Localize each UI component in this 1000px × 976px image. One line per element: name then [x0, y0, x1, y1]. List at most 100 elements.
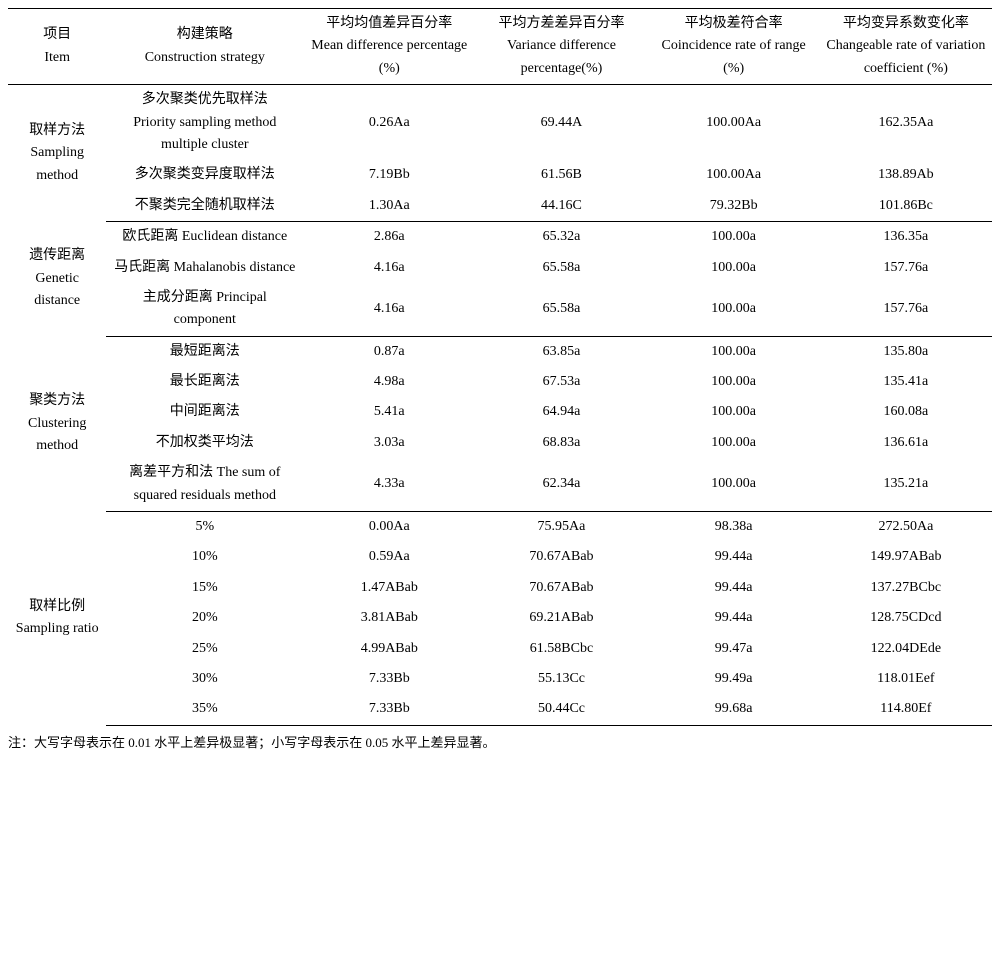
cell-mean_diff: 0.00Aa — [303, 512, 475, 543]
cell-mean_diff: 0.26Aa — [303, 85, 475, 161]
cell-item: 聚类方法Clustering method — [8, 336, 106, 511]
table-row: 30%7.33Bb55.13Cc99.49a118.01Eef — [8, 664, 992, 694]
cell-strategy: 25% — [106, 634, 303, 664]
cell-cv_change: 137.27BCbc — [820, 573, 992, 603]
cell-strategy: 多次聚类变异度取样法 — [106, 160, 303, 190]
cell-cv_change: 135.21a — [820, 458, 992, 511]
cell-cv_change: 135.41a — [820, 367, 992, 397]
cell-var_diff: 65.32a — [475, 222, 647, 253]
table-row: 15%1.47ABab70.67ABab99.44a137.27BCbc — [8, 573, 992, 603]
table-row: 遗传距离Genetic distance欧氏距离 Euclidean dista… — [8, 222, 992, 253]
cell-range_coin: 99.68a — [648, 694, 820, 725]
cell-var_diff: 65.58a — [475, 253, 647, 283]
cell-mean_diff: 1.30Aa — [303, 191, 475, 222]
cell-range_coin: 100.00a — [648, 458, 820, 511]
cell-mean_diff: 1.47ABab — [303, 573, 475, 603]
header-strategy: 构建策略Construction strategy — [106, 9, 303, 85]
table-row: 多次聚类变异度取样法7.19Bb61.56B100.00Aa138.89Ab — [8, 160, 992, 190]
cell-mean_diff: 0.87a — [303, 336, 475, 367]
cell-mean_diff: 3.03a — [303, 428, 475, 458]
cell-mean_diff: 4.33a — [303, 458, 475, 511]
cell-cv_change: 135.80a — [820, 336, 992, 367]
cell-cv_change: 149.97ABab — [820, 542, 992, 572]
cell-range_coin: 100.00Aa — [648, 160, 820, 190]
cell-range_coin: 99.44a — [648, 542, 820, 572]
table-row: 取样比例Sampling ratio5%0.00Aa75.95Aa98.38a2… — [8, 512, 992, 543]
cell-strategy: 最长距离法 — [106, 367, 303, 397]
cell-strategy: 主成分距离 Principal component — [106, 283, 303, 336]
cell-range_coin: 100.00a — [648, 397, 820, 427]
cell-mean_diff: 7.19Bb — [303, 160, 475, 190]
cell-strategy: 10% — [106, 542, 303, 572]
cell-var_diff: 61.58BCbc — [475, 634, 647, 664]
header-item: 项目Item — [8, 9, 106, 85]
cell-cv_change: 114.80Ef — [820, 694, 992, 725]
cell-var_diff: 63.85a — [475, 336, 647, 367]
cell-cv_change: 101.86Bc — [820, 191, 992, 222]
cell-range_coin: 99.47a — [648, 634, 820, 664]
cell-range_coin: 100.00a — [648, 283, 820, 336]
cell-var_diff: 64.94a — [475, 397, 647, 427]
header-cv-change: 平均变异系数变化率 Changeable rate of variation c… — [820, 9, 992, 85]
cell-mean_diff: 2.86a — [303, 222, 475, 253]
cell-range_coin: 98.38a — [648, 512, 820, 543]
cell-cv_change: 122.04DEde — [820, 634, 992, 664]
header-var-diff: 平均方差差异百分率 Variance difference percentage… — [475, 9, 647, 85]
cell-mean_diff: 4.99ABab — [303, 634, 475, 664]
cell-range_coin: 100.00a — [648, 253, 820, 283]
cell-strategy: 不聚类完全随机取样法 — [106, 191, 303, 222]
cell-cv_change: 136.35a — [820, 222, 992, 253]
table-row: 取样方法Sampling method多次聚类优先取样法Priority sam… — [8, 85, 992, 161]
cell-var_diff: 61.56B — [475, 160, 647, 190]
cell-var_diff: 67.53a — [475, 367, 647, 397]
cell-cv_change: 162.35Aa — [820, 85, 992, 161]
cell-var_diff: 65.58a — [475, 283, 647, 336]
cell-var_diff: 50.44Cc — [475, 694, 647, 725]
cell-var_diff: 69.21ABab — [475, 603, 647, 633]
cell-strategy: 马氏距离 Mahalanobis distance — [106, 253, 303, 283]
table-row: 离差平方和法 The sum of squared residuals meth… — [8, 458, 992, 511]
cell-item: 遗传距离Genetic distance — [8, 222, 106, 337]
table-row: 10%0.59Aa70.67ABab99.44a149.97ABab — [8, 542, 992, 572]
table-row: 马氏距离 Mahalanobis distance4.16a65.58a100.… — [8, 253, 992, 283]
cell-range_coin: 100.00a — [648, 336, 820, 367]
table-row: 中间距离法5.41a64.94a100.00a160.08a — [8, 397, 992, 427]
cell-mean_diff: 7.33Bb — [303, 664, 475, 694]
cell-range_coin: 99.44a — [648, 603, 820, 633]
cell-range_coin: 100.00a — [648, 428, 820, 458]
table-header-row: 项目Item 构建策略Construction strategy 平均均值差异百… — [8, 9, 992, 85]
cell-strategy: 15% — [106, 573, 303, 603]
cell-item: 取样方法Sampling method — [8, 85, 106, 222]
cell-strategy: 30% — [106, 664, 303, 694]
cell-mean_diff: 4.98a — [303, 367, 475, 397]
cell-cv_change: 157.76a — [820, 253, 992, 283]
table-row: 聚类方法Clustering method最短距离法0.87a63.85a100… — [8, 336, 992, 367]
table-row: 不加权类平均法3.03a68.83a100.00a136.61a — [8, 428, 992, 458]
footnote: 注：大写字母表示在 0.01 水平上差异极显著；小写字母表示在 0.05 水平上… — [8, 732, 992, 751]
table-row: 最长距离法4.98a67.53a100.00a135.41a — [8, 367, 992, 397]
cell-cv_change: 138.89Ab — [820, 160, 992, 190]
cell-range_coin: 100.00a — [648, 367, 820, 397]
cell-item: 取样比例Sampling ratio — [8, 512, 106, 726]
statistics-table: 项目Item 构建策略Construction strategy 平均均值差异百… — [8, 8, 992, 726]
cell-var_diff: 70.67ABab — [475, 542, 647, 572]
cell-cv_change: 118.01Eef — [820, 664, 992, 694]
header-range-coin: 平均极差符合率 Coincidence rate of range(%) — [648, 9, 820, 85]
cell-var_diff: 69.44A — [475, 85, 647, 161]
cell-range_coin: 79.32Bb — [648, 191, 820, 222]
cell-strategy: 多次聚类优先取样法Priority sampling method multip… — [106, 85, 303, 161]
cell-strategy: 20% — [106, 603, 303, 633]
cell-strategy: 中间距离法 — [106, 397, 303, 427]
cell-mean_diff: 4.16a — [303, 253, 475, 283]
cell-var_diff: 68.83a — [475, 428, 647, 458]
cell-range_coin: 100.00a — [648, 222, 820, 253]
cell-strategy: 欧氏距离 Euclidean distance — [106, 222, 303, 253]
cell-mean_diff: 5.41a — [303, 397, 475, 427]
table-body: 取样方法Sampling method多次聚类优先取样法Priority sam… — [8, 85, 992, 726]
cell-cv_change: 128.75CDcd — [820, 603, 992, 633]
cell-cv_change: 272.50Aa — [820, 512, 992, 543]
cell-cv_change: 157.76a — [820, 283, 992, 336]
cell-strategy: 最短距离法 — [106, 336, 303, 367]
table-row: 20%3.81ABab69.21ABab99.44a128.75CDcd — [8, 603, 992, 633]
cell-cv_change: 136.61a — [820, 428, 992, 458]
